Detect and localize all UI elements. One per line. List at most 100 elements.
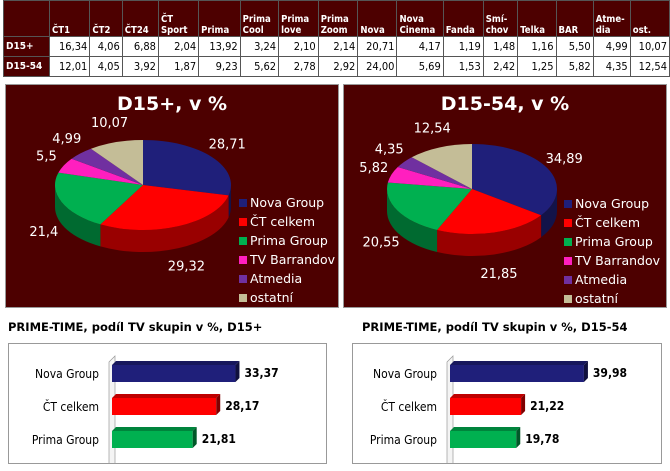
- pie-slice-side: [387, 189, 438, 253]
- legend-label: Nova Group: [575, 196, 649, 211]
- pie-slice-prima-group: [387, 182, 472, 231]
- pie-panel-d15: 28,71 Nova Group 29,32 ČT celkem 21,4 Prima G…: [5, 84, 339, 308]
- table-cell: 5,82: [555, 56, 594, 77]
- column-header: Prima love: [278, 0, 319, 37]
- table-cell: 2,14: [317, 36, 359, 57]
- legend-swatch: [564, 219, 572, 227]
- bar-side: [235, 361, 240, 382]
- bar-category-label: Prima Group: [32, 433, 99, 447]
- bar-category-label: ČT celkem: [43, 399, 99, 414]
- bar-category-label: Nova Group: [35, 367, 99, 381]
- bar-category-label: ČT celkem: [381, 399, 437, 414]
- column-header: Prima Cool: [239, 0, 280, 37]
- legend-label: Atmedia: [575, 272, 627, 287]
- bar-side: [192, 427, 197, 448]
- pie-data-label: 5,82: [359, 161, 388, 176]
- column-header: Prima: [198, 0, 241, 37]
- pie-data-label: 4,35: [375, 143, 404, 158]
- bar-side: [216, 394, 221, 415]
- pie-slice-side: [55, 185, 101, 247]
- legend-swatch: [564, 238, 572, 246]
- pie-slice-ostatní: [411, 144, 472, 189]
- table-cell: 4,05: [89, 56, 123, 77]
- table-cell: 5,62: [239, 56, 280, 77]
- table-cell: 4,99: [592, 36, 631, 57]
- bar-value-label: 28,17: [225, 399, 259, 413]
- column-header: Nova Cinema: [396, 0, 444, 37]
- bar-value-label: 19,78: [525, 432, 559, 446]
- column-header: Nova: [357, 0, 398, 37]
- table-cell: 4,17: [396, 36, 444, 57]
- legend-label: Prima Group: [575, 234, 653, 249]
- bar: [112, 365, 236, 382]
- pie-slice-atmedia: [71, 148, 143, 185]
- bar-top: [450, 361, 588, 365]
- legend-swatch: [239, 294, 247, 302]
- pie-slice-ostatní: [90, 140, 143, 185]
- pie-data-label: 10,07: [91, 116, 128, 131]
- bar: [112, 431, 193, 448]
- column-header: BAR: [555, 0, 594, 37]
- table-cell: 3,92: [121, 56, 159, 77]
- row-label: D15-54: [2, 56, 51, 77]
- legend-label: Nova Group: [250, 195, 324, 210]
- bar-side: [516, 427, 521, 448]
- pie-slice-side: [228, 185, 231, 218]
- column-header: Atme-dia: [592, 0, 631, 37]
- legend-label: ČT celkem: [575, 215, 640, 230]
- column-header: ost.: [629, 0, 670, 37]
- bar-title-d1554: PRIME-TIME, podíl TV skupin v %, D15-54: [362, 320, 628, 334]
- table-cell: 12,01: [49, 56, 91, 77]
- bar-chart-d1554: 39,98 Nova Group 21,22 ČT celkem 19,78 Prima …: [352, 343, 662, 464]
- bar-value-label: 21,22: [530, 399, 564, 413]
- table-cell: 2,42: [482, 56, 519, 77]
- column-header: ČT2: [89, 0, 123, 37]
- table-cell: 5,69: [396, 56, 444, 77]
- column-header: Smí-chov: [482, 0, 519, 37]
- table-cell: 1,25: [517, 56, 557, 77]
- table-cell: 1,87: [157, 56, 200, 77]
- legend-label: ČT celkem: [250, 214, 315, 229]
- legend-label: Prima Group: [250, 233, 328, 248]
- pie-slice-atmedia: [397, 157, 472, 189]
- column-header: ČT1: [49, 0, 91, 37]
- pie-data-label: 21,85: [480, 267, 517, 282]
- ratings-table: ČT1 ČT2 ČT24 ČT Sport Prima Prima Cool Prima l…: [2, 0, 670, 77]
- table-cell: 2,78: [278, 56, 319, 77]
- legend-swatch: [564, 295, 572, 303]
- pie-slice-side: [100, 195, 229, 252]
- legend-swatch: [239, 218, 247, 226]
- table-cell: 20,71: [357, 36, 398, 57]
- table-cell: 1,53: [442, 56, 484, 77]
- table-cell: 4,06: [89, 36, 123, 57]
- bar-top: [112, 394, 221, 398]
- bar-top: [112, 361, 240, 365]
- legend-swatch: [239, 256, 247, 264]
- legend-swatch: [564, 276, 572, 284]
- table-cell: 3,24: [239, 36, 280, 57]
- bar-top: [112, 427, 197, 431]
- pie-slice-čt-celkem: [437, 189, 542, 234]
- pie-chart-d15: 28,71 Nova Group 29,32 ČT celkem 21,4 Prima G…: [29, 116, 335, 305]
- legend-label: Atmedia: [250, 271, 302, 286]
- bar: [450, 398, 522, 415]
- pie-data-label: 12,54: [414, 122, 451, 137]
- table-row: D15+ 16,34 4,06 6,88 2,04 13,92 3,24 2,10 2,14 20…: [2, 36, 670, 57]
- pie-slice-side: [541, 189, 557, 238]
- bar-top: [450, 394, 526, 398]
- pie-slice-prima-group: [54, 172, 143, 225]
- table-cell: 12,54: [629, 56, 670, 77]
- pie-title: D15+, v %: [116, 93, 227, 115]
- table-cell: 2,10: [278, 36, 319, 57]
- bar-side: [521, 394, 526, 415]
- pie-slice-čt-celkem: [100, 185, 229, 230]
- pie-slice-side: [437, 215, 542, 256]
- legend-swatch: [564, 200, 572, 208]
- table-row: D15-54 12,01 4,05 3,92 1,87 9,23 5,62 2,78 2,92 2…: [2, 56, 670, 77]
- legend-swatch: [239, 275, 247, 283]
- table-cell: 1,16: [517, 36, 557, 57]
- column-header: ČT Sport: [157, 0, 200, 37]
- bar-chart-d15: 33,37 Nova Group 28,17 ČT celkem 21,81 Prima …: [8, 343, 327, 464]
- pie-slice-nova-group: [472, 144, 557, 216]
- table-cell: 6,88: [121, 36, 159, 57]
